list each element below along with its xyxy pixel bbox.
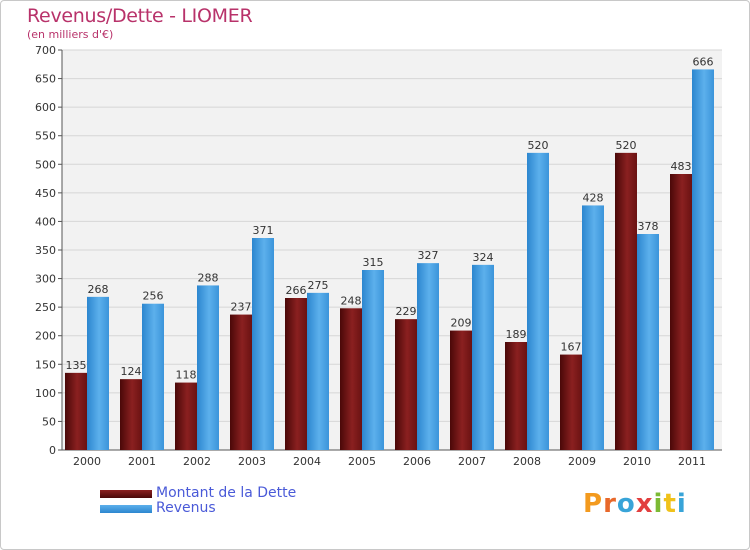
y-tick-label: 50 [42, 415, 56, 428]
bar-revenus [692, 69, 714, 450]
legend-item-dette: Montant de la Dette [100, 486, 296, 501]
x-tick-label: 2006 [403, 455, 431, 468]
y-tick-label: 350 [35, 244, 56, 257]
logo-letter: t [663, 489, 677, 519]
x-tick-label: 2003 [238, 455, 266, 468]
value-label-revenus: 268 [88, 283, 109, 296]
bar-dette [120, 379, 142, 450]
value-label-dette: 135 [66, 359, 87, 372]
value-label-revenus: 256 [143, 290, 164, 303]
bar-revenus [197, 285, 219, 450]
bar-dette [615, 152, 637, 450]
x-tick-label: 2011 [678, 455, 706, 468]
bar-revenus [637, 234, 659, 450]
bar-dette [505, 342, 527, 450]
x-tick-label: 2000 [73, 455, 101, 468]
legend-swatch-revenus [100, 504, 152, 513]
bar-dette [395, 319, 417, 450]
value-label-dette: 189 [506, 328, 527, 341]
legend-item-revenus: Revenus [100, 501, 296, 516]
value-label-dette: 483 [671, 160, 692, 173]
x-tick-label: 2005 [348, 455, 376, 468]
logo-letter: x [635, 489, 654, 519]
bar-dette [230, 314, 252, 450]
value-label-revenus: 315 [363, 256, 384, 269]
y-tick-label: 650 [35, 73, 56, 86]
x-tick-label: 2008 [513, 455, 541, 468]
y-tick-label: 100 [35, 387, 56, 400]
value-label-dette: 124 [121, 365, 142, 378]
x-tick-label: 2009 [568, 455, 596, 468]
legend: Montant de la Dette Revenus [100, 486, 296, 516]
bar-dette [450, 330, 472, 450]
value-label-revenus: 428 [583, 191, 604, 204]
logo-letter: i [653, 489, 664, 519]
bar-dette [175, 382, 197, 450]
bar-dette [670, 174, 692, 450]
bar-revenus [87, 296, 109, 450]
value-label-revenus: 371 [253, 224, 274, 237]
logo-letter: i [676, 489, 687, 519]
bar-revenus [417, 263, 439, 450]
bar-revenus [307, 292, 329, 450]
bar-dette [560, 354, 582, 450]
proxiti-logo: Proxiti [583, 489, 687, 519]
y-tick-label: 700 [35, 44, 56, 57]
bar-revenus [527, 152, 549, 450]
y-tick-label: 0 [49, 444, 56, 457]
x-tick-label: 2001 [128, 455, 156, 468]
value-label-dette: 118 [176, 369, 197, 382]
value-label-dette: 520 [616, 139, 637, 152]
y-tick-label: 250 [35, 301, 56, 314]
legend-label-revenus: Revenus [156, 500, 216, 516]
bar-dette [340, 308, 362, 450]
x-tick-label: 2007 [458, 455, 486, 468]
value-label-revenus: 275 [308, 279, 329, 292]
y-tick-label: 150 [35, 358, 56, 371]
legend-swatch-dette [100, 489, 152, 498]
x-tick-label: 2002 [183, 455, 211, 468]
value-label-dette: 167 [561, 341, 582, 354]
legend-label-dette: Montant de la Dette [156, 485, 297, 501]
value-label-dette: 266 [286, 284, 307, 297]
value-label-dette: 248 [341, 294, 362, 307]
value-label-revenus: 324 [473, 251, 494, 264]
value-label-revenus: 288 [198, 271, 219, 284]
value-label-revenus: 378 [638, 220, 659, 233]
logo-letter: P [583, 489, 604, 519]
value-label-dette: 229 [396, 305, 417, 318]
logo-letter: r [603, 489, 617, 519]
y-tick-label: 450 [35, 187, 56, 200]
y-tick-label: 200 [35, 330, 56, 343]
chart-subtitle: (en milliers d'€) [27, 28, 114, 41]
value-label-dette: 209 [451, 317, 472, 330]
value-label-revenus: 327 [418, 249, 439, 262]
bar-revenus [252, 238, 274, 450]
bar-revenus [472, 264, 494, 450]
bar-revenus [582, 205, 604, 450]
value-label-dette: 237 [231, 301, 252, 314]
logo-letter: o [616, 489, 636, 519]
value-label-revenus: 666 [693, 55, 714, 68]
x-tick-label: 2010 [623, 455, 651, 468]
value-label-revenus: 520 [528, 139, 549, 152]
bar-revenus [142, 303, 164, 450]
y-tick-label: 300 [35, 273, 56, 286]
chart-title: Revenus/Dette - LIOMER [27, 5, 253, 27]
x-tick-label: 2004 [293, 455, 321, 468]
bar-revenus [362, 270, 384, 450]
bar-dette [65, 372, 87, 450]
bar-dette [285, 298, 307, 450]
y-tick-label: 600 [35, 101, 56, 114]
y-tick-label: 400 [35, 215, 56, 228]
y-tick-label: 550 [35, 130, 56, 143]
y-tick-label: 500 [35, 158, 56, 171]
